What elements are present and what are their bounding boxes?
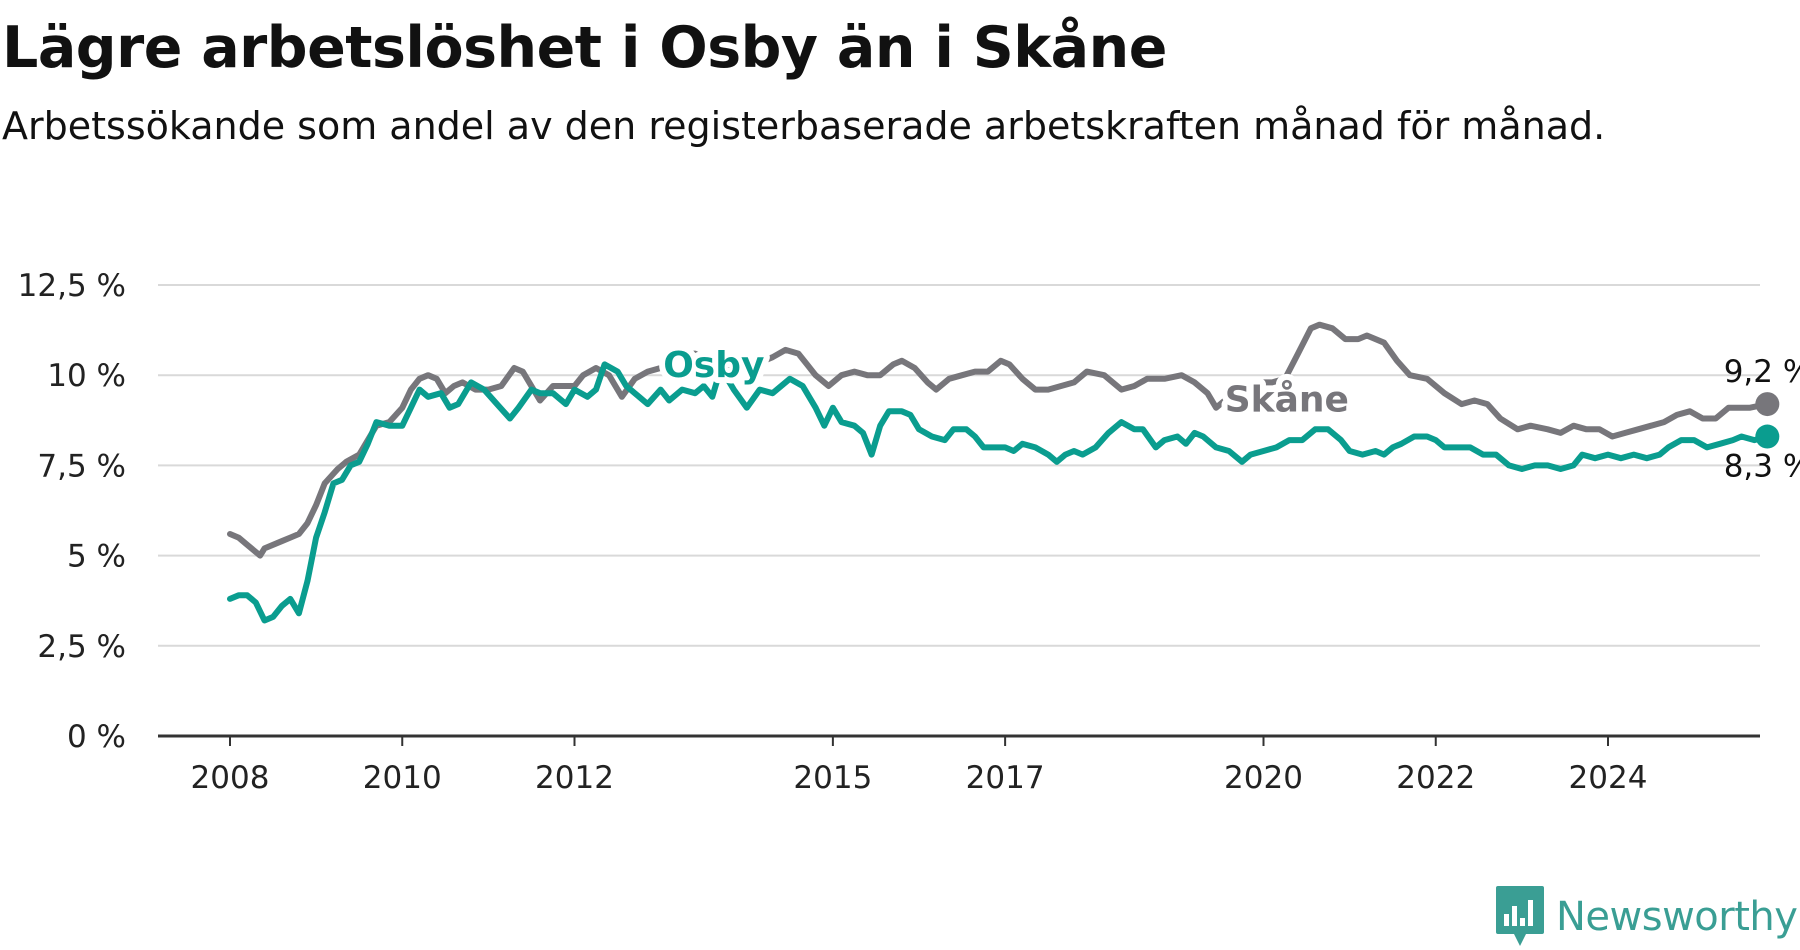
y-tick-label: 5 % <box>67 539 126 575</box>
x-tick-label: 2020 <box>1224 760 1303 796</box>
chart-subtitle: Arbetssökande som andel av den registerb… <box>2 104 1606 148</box>
x-tick-label: 2022 <box>1396 760 1475 796</box>
x-tick-label: 2015 <box>793 760 872 796</box>
end-point-skåne <box>1755 392 1780 417</box>
chart-title: Lägre arbetslöshet i Osby än i Skåne <box>2 15 1167 81</box>
newsworthy-brand: Newsworthy <box>1494 884 1798 950</box>
x-tick-label: 2012 <box>535 760 614 796</box>
series-line-osby <box>227 361 1771 624</box>
y-axis-ticks: 0 % 2,5 % 5 % 7,5 % 10 % 12,5 % <box>18 268 126 755</box>
end-point-osby <box>1755 424 1780 449</box>
y-tick-label: 0 % <box>67 719 126 755</box>
series-label-skane: Skåne <box>1225 379 1349 420</box>
x-axis-ticks: 2008 2010 2012 2015 2017 2020 2022 2024 <box>191 736 1648 796</box>
y-tick-label: 2,5 % <box>37 629 126 665</box>
brand-name: Newsworthy <box>1556 894 1798 940</box>
series-label-osby: Osby <box>663 345 764 386</box>
y-tick-label: 12,5 % <box>18 268 126 304</box>
gridlines <box>158 284 1760 738</box>
x-tick-label: 2024 <box>1569 760 1648 796</box>
x-tick-label: 2008 <box>191 760 270 796</box>
x-tick-label: 2010 <box>363 760 442 796</box>
series-label-osby-halo: Osby <box>663 345 764 386</box>
x-tick-label: 2017 <box>966 760 1045 796</box>
end-label-skane: 9,2 % <box>1724 354 1800 390</box>
y-tick-label: 7,5 % <box>37 448 126 484</box>
newsworthy-logo-icon <box>1496 886 1544 946</box>
series-line-skåne <box>227 321 1771 559</box>
series-lines <box>227 321 1780 624</box>
y-tick-label: 10 % <box>47 358 126 394</box>
end-label-osby: 8,3 % <box>1724 449 1800 485</box>
series-label-skane-halo: Skåne <box>1225 379 1349 420</box>
